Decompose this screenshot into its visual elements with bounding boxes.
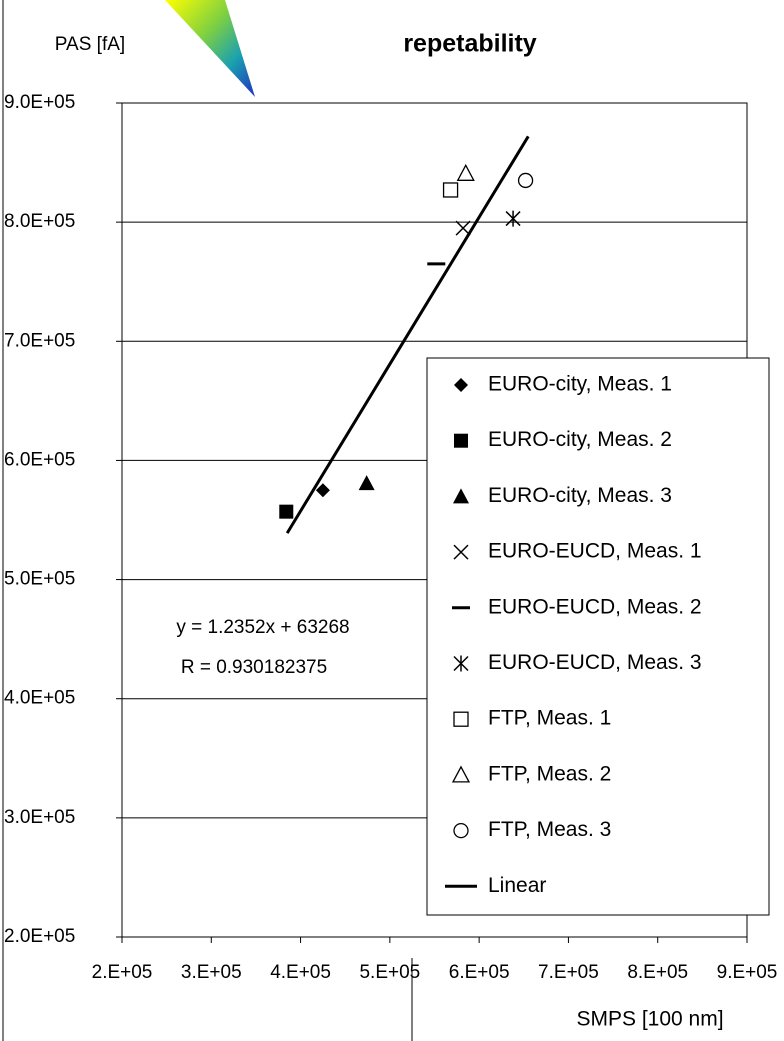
data-point xyxy=(315,483,330,498)
legend-marker xyxy=(451,765,471,783)
data-point xyxy=(517,172,534,189)
legend-label: EURO-city, Meas. 1 xyxy=(488,373,672,396)
r-value: R = 0.930182375 xyxy=(181,657,327,678)
y-tick-label: 3.0E+05 xyxy=(4,807,75,828)
legend-marker xyxy=(453,711,469,727)
x-tick-label: 2.E+05 xyxy=(92,962,153,983)
y-tick-label: 5.0E+05 xyxy=(4,569,75,590)
x-tick-label: 3.E+05 xyxy=(181,962,242,983)
legend-marker xyxy=(453,822,469,839)
x-axis-label: SMPS [100 nm] xyxy=(576,1008,723,1031)
chart-title: repetability xyxy=(403,30,536,58)
data-point xyxy=(279,504,294,519)
y-tick-label: 9.0E+05 xyxy=(4,92,75,113)
y-tick-label: 6.0E+05 xyxy=(4,449,75,470)
data-point xyxy=(442,182,459,198)
y-tick-label: 8.0E+05 xyxy=(4,211,75,232)
data-point xyxy=(455,220,471,236)
trend-line xyxy=(285,135,530,534)
equation: y = 1.2352x + 63268 xyxy=(176,617,349,638)
legend-label: FTP, Meas. 1 xyxy=(488,707,611,730)
y-axis-label: PAS [fA] xyxy=(55,34,125,55)
legend-label: EURO-EUCD, Meas. 2 xyxy=(488,595,702,618)
x-tick-label: 8.E+05 xyxy=(627,962,688,983)
legend-marker xyxy=(453,544,469,560)
legend: EURO-city, Meas. 1 EURO-city, Meas. 2 EURO… xyxy=(426,357,770,916)
x-tick-label: 5.E+05 xyxy=(359,962,420,983)
x-tick-label: 9.E+05 xyxy=(717,962,778,983)
legend-box xyxy=(426,357,770,916)
y-tick-label: 7.0E+05 xyxy=(4,330,75,351)
x-tick-label: 4.E+05 xyxy=(270,962,331,983)
data-point xyxy=(456,163,475,181)
data-point xyxy=(358,475,375,491)
y-tick-label: 2.0E+05 xyxy=(4,926,75,947)
legend-label: Linear xyxy=(488,874,546,897)
legend-marker xyxy=(454,378,468,392)
data-point xyxy=(505,210,521,227)
legend-label: EURO-EUCD, Meas. 1 xyxy=(488,540,702,563)
legend-marker xyxy=(454,433,468,448)
legend-label: EURO-city, Meas. 2 xyxy=(488,428,672,451)
y-tick-label: 4.0E+05 xyxy=(4,688,75,709)
logo xyxy=(165,0,255,97)
x-tick-label: 7.E+05 xyxy=(538,962,599,983)
legend-label: FTP, Meas. 3 xyxy=(488,818,611,841)
legend-marker xyxy=(453,655,469,672)
legend-label: FTP, Meas. 2 xyxy=(488,762,611,785)
x-tick-label: 6.E+05 xyxy=(449,962,510,983)
legend-label: EURO-EUCD, Meas. 3 xyxy=(488,651,702,674)
legend-marker xyxy=(453,488,469,504)
legend-label: EURO-city, Meas. 3 xyxy=(488,484,672,507)
